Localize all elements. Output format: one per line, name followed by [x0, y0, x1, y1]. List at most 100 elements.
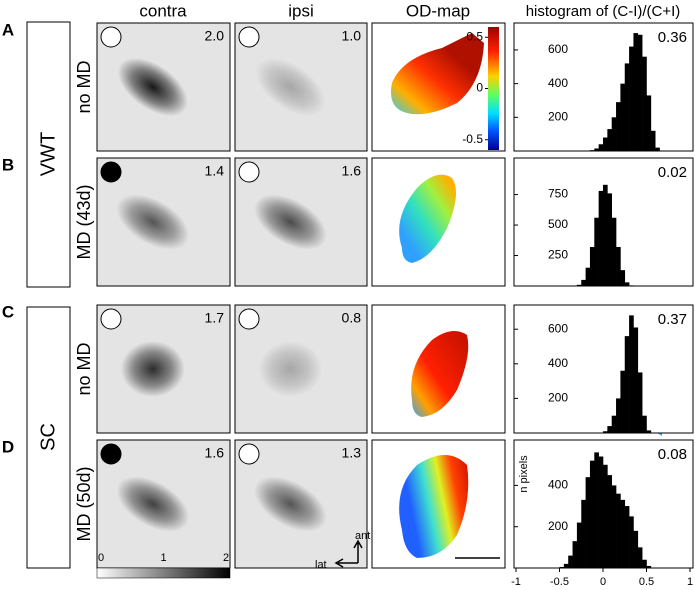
histogram-bar — [637, 547, 643, 568]
eye-icon — [100, 443, 122, 465]
column-header: ipsi — [288, 1, 314, 20]
intensity-value: 1.7 — [205, 310, 225, 326]
histogram-bar — [603, 184, 608, 286]
y-tick-label: 200 — [548, 109, 568, 123]
panel-letter: C — [2, 302, 14, 321]
histogram-bar — [650, 130, 656, 151]
eye-icon — [100, 26, 122, 48]
x-tick-label: 0.5 — [639, 576, 654, 588]
summary-value: 0.02 — [658, 164, 687, 181]
histogram-bar — [611, 415, 617, 433]
colorbar-label: 0 — [476, 81, 483, 95]
histogram-bar — [589, 150, 595, 151]
activity-blob — [120, 341, 185, 397]
od-map — [399, 174, 456, 263]
intensity-value: 2.0 — [205, 28, 225, 44]
summary-value: 0.36 — [658, 29, 687, 46]
x-tick-label: -0.5 — [550, 576, 569, 588]
y-tick-label: 200 — [548, 519, 568, 533]
group-box — [26, 21, 71, 288]
activity-blob — [116, 476, 190, 532]
histogram-bar — [603, 137, 608, 151]
intensity-value: 0.8 — [342, 310, 362, 326]
eye-icon — [100, 161, 122, 183]
group-label: SC — [37, 423, 59, 451]
histogram-bar — [655, 147, 660, 151]
histogram-bar — [633, 530, 639, 568]
histogram-bar — [611, 117, 617, 151]
colorbar — [488, 27, 499, 150]
histogram-bar — [594, 148, 599, 151]
eye-icon — [238, 26, 260, 48]
histogram-bar — [559, 566, 565, 568]
group-box — [26, 306, 71, 569]
histogram-bar — [611, 217, 617, 286]
eye-icon — [238, 308, 260, 330]
histogram-bar — [637, 372, 643, 433]
histogram-bar — [642, 559, 647, 568]
panel-letter: A — [2, 20, 14, 39]
histogram-bar — [585, 477, 591, 568]
histogram-bar — [637, 34, 643, 151]
eye-icon — [238, 443, 260, 465]
y-tick-label: 600 — [548, 321, 568, 335]
intensity-value: 1.3 — [342, 445, 362, 461]
activity-blob — [116, 194, 190, 250]
column-header: OD-map — [406, 1, 470, 20]
row-label: MD (50d) — [74, 466, 94, 541]
histogram-bar — [568, 555, 573, 568]
group-label: VWT — [37, 132, 59, 176]
histogram-bar — [576, 284, 582, 286]
histogram-bar — [589, 460, 595, 568]
histogram-bar — [624, 506, 630, 568]
histogram-bar — [616, 246, 621, 286]
histogram-bar — [642, 415, 647, 433]
histogram-bar — [646, 95, 652, 151]
x-tick-label: 0 — [600, 576, 606, 588]
histogram-bar — [633, 33, 639, 151]
y-axis-label: n pixels — [518, 455, 530, 493]
row-label: MD (43d) — [74, 184, 94, 259]
panel-letter: D — [2, 437, 14, 456]
y-tick-label: 200 — [548, 391, 568, 405]
intensity-label: 0 — [98, 552, 104, 564]
histogram-bar — [576, 522, 582, 568]
histogram-bar — [563, 563, 569, 568]
eye-icon — [100, 308, 122, 330]
intensity-bar — [96, 567, 231, 579]
histogram-bar — [629, 315, 634, 433]
histogram-bar — [589, 246, 595, 286]
orientation-arrow — [334, 539, 363, 568]
eye-icon — [238, 161, 260, 183]
od-map — [411, 331, 469, 417]
histogram-bar — [616, 102, 621, 151]
intensity-value: 1.6 — [342, 163, 362, 179]
histogram-bar — [603, 464, 608, 568]
y-tick-label: 600 — [548, 42, 568, 56]
colorbar-label: -0.5 — [462, 132, 483, 146]
y-tick-label: 750 — [548, 187, 568, 201]
histogram-bar — [624, 282, 630, 286]
colorbar-label: 0.5 — [466, 29, 483, 43]
orientation-label: ant — [355, 530, 370, 542]
histogram-bar — [607, 193, 612, 286]
histogram-bar — [646, 565, 652, 568]
histogram-bar — [607, 426, 612, 433]
summary-value: 0.08 — [658, 446, 687, 463]
activity-blob — [258, 341, 323, 397]
histogram-bar — [620, 499, 626, 568]
histogram-bar — [633, 327, 639, 433]
x-tick-label: -1 — [511, 576, 521, 588]
histogram-bar — [624, 336, 630, 433]
histogram-bar — [616, 493, 621, 568]
histogram-bar — [598, 456, 604, 568]
histogram-bar — [620, 270, 626, 286]
y-tick-label: 250 — [548, 248, 568, 262]
intensity-value: 1.6 — [205, 445, 225, 461]
histogram-bar — [624, 63, 630, 151]
od-map — [391, 33, 484, 115]
histogram-panel — [513, 304, 694, 434]
panel-letter: B — [2, 155, 14, 174]
x-tick-label: 1 — [687, 576, 693, 588]
activity-blob — [254, 476, 327, 532]
